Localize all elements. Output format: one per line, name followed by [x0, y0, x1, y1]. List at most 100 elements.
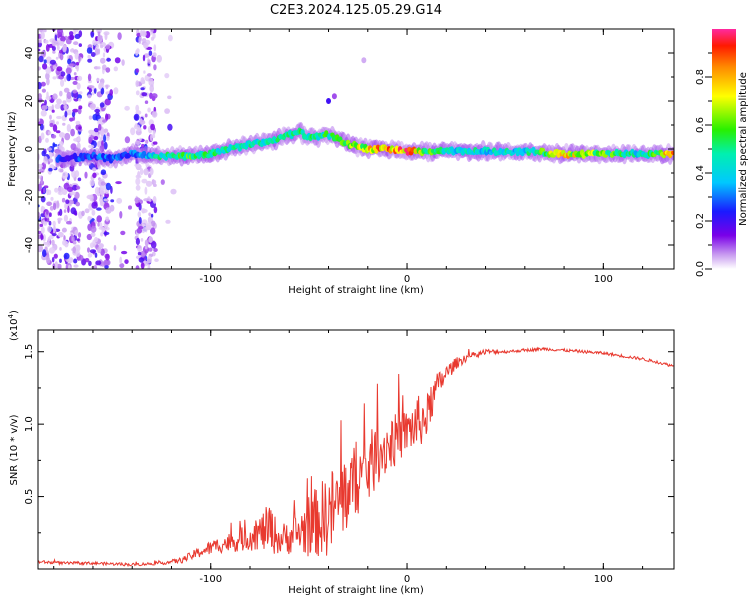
heatmap-y-tick-label: 20	[24, 95, 35, 108]
heatmap-speckle	[141, 219, 148, 227]
heatmap-speckle	[86, 194, 93, 200]
heatmap-speckle	[105, 253, 110, 261]
heatmap-speckle	[105, 113, 109, 122]
heatmap-speckle	[141, 208, 146, 214]
heatmap-speckle	[137, 251, 142, 256]
heatmap-speckle	[113, 244, 117, 251]
heatmap-speckle	[105, 67, 111, 73]
heatmap-speckle	[140, 262, 145, 269]
heatmap-speckle	[43, 187, 46, 194]
heatmap-blob	[361, 57, 367, 64]
heatmap-speckle	[147, 78, 154, 83]
colorbar-gradient	[712, 29, 736, 269]
heatmap-speckle	[62, 44, 67, 53]
colorbar-tick-label: 0.8	[695, 69, 706, 85]
heatmap-speckle	[150, 213, 154, 218]
heatmap-speckle	[38, 48, 41, 52]
heatmap-speckle	[151, 111, 158, 118]
heatmap-speckle	[121, 59, 125, 66]
heatmap-speckle	[56, 121, 59, 125]
heatmap-speckle	[137, 245, 143, 252]
heatmap-x-label: Height of straight line (km)	[288, 285, 424, 296]
heatmap-speckle	[114, 57, 121, 64]
heatmap-speckle	[60, 71, 66, 77]
heatmap-speckle	[38, 211, 41, 220]
heatmap-speckle	[154, 258, 159, 263]
heatmap-speckle	[69, 34, 75, 41]
heatmap-speckle	[137, 211, 142, 218]
heatmap-speckle	[97, 246, 102, 254]
heatmap-speckle	[38, 81, 42, 90]
heatmap-speckle	[74, 52, 80, 60]
heatmap-speckle	[88, 260, 92, 267]
heatmap-speckle	[58, 132, 66, 138]
heatmap-speckle	[53, 202, 57, 211]
heatmap-speckle	[52, 220, 56, 227]
heatmap-speckle	[78, 91, 83, 95]
snr-panel: -100 0 100 0.5 1.0 1.5 Height of straight li…	[7, 310, 675, 596]
heatmap-speckle	[138, 203, 142, 211]
heatmap-speckle	[105, 84, 109, 90]
heatmap-speckle	[61, 227, 67, 233]
heatmap-speckle	[38, 66, 41, 71]
heatmap-speckle	[88, 129, 94, 134]
heatmap-speckle	[49, 114, 52, 120]
heatmap-speckle	[41, 162, 47, 170]
heatmap-speckle	[54, 187, 59, 193]
colorbar-tick-label: 0.2	[695, 213, 706, 229]
heatmap-speckle	[100, 181, 106, 186]
heatmap-speckle	[38, 168, 44, 172]
heatmap-speckle	[143, 42, 149, 49]
heatmap-speckle	[97, 66, 101, 70]
snr-x-tick-label: 0	[404, 574, 410, 585]
colorbar-label: Normalized spectral amplitude	[738, 72, 749, 226]
heatmap-speckle	[119, 211, 123, 219]
heatmap-speckle	[55, 56, 59, 60]
heatmap-speckle	[88, 144, 95, 149]
heatmap-speckle	[63, 76, 67, 83]
heatmap-speckle	[64, 104, 68, 110]
heatmap-speckle	[135, 265, 140, 269]
heatmap-speckle	[87, 54, 91, 59]
heatmap-speckle	[88, 115, 93, 120]
heatmap-speckle	[59, 247, 62, 251]
heatmap-speckle	[135, 90, 140, 96]
heatmap-speckle	[51, 239, 55, 246]
heatmap-speckle	[52, 142, 56, 148]
heatmap-speckle	[147, 107, 151, 113]
heatmap-speckle	[75, 186, 81, 190]
heatmap-speckle	[104, 226, 110, 231]
heatmap-speckle	[59, 90, 63, 97]
heatmap-speckle	[135, 104, 140, 112]
heatmap-speckle	[98, 243, 104, 249]
heatmap-speckle	[38, 41, 42, 48]
snr-y-multiplier-close: )	[9, 310, 20, 314]
colorbar-tick-label: 0.0	[695, 261, 706, 277]
heatmap-speckle	[143, 198, 150, 202]
heatmap-speckle	[40, 123, 44, 131]
heatmap-speckle	[144, 113, 148, 118]
heatmap-speckle	[40, 233, 43, 241]
heatmap-speckle	[76, 82, 81, 90]
heatmap-speckle	[78, 55, 81, 63]
heatmap-speckle	[75, 201, 80, 207]
snr-x-tick-label: -100	[199, 574, 222, 585]
heatmap-speckle	[93, 88, 97, 94]
heatmap-speckle	[135, 184, 141, 191]
heatmap-speckle	[56, 66, 63, 72]
heatmap-speckle	[148, 50, 153, 56]
heatmap-speckle	[64, 202, 68, 210]
heatmap-speckle	[151, 179, 157, 185]
heatmap-speckle	[66, 124, 71, 132]
heatmap-speckle	[54, 261, 58, 269]
heatmap-speckle	[62, 100, 67, 105]
heatmap-speckle	[43, 59, 47, 64]
heatmap-x-tick-label: -100	[199, 274, 222, 285]
heatmap-speckle	[62, 239, 67, 246]
heatmap-speckle	[73, 264, 79, 268]
heatmap-speckle	[120, 230, 126, 236]
heatmap-speckle	[42, 63, 48, 70]
heatmap-speckle	[72, 246, 76, 254]
heatmap-speckle	[140, 238, 144, 242]
